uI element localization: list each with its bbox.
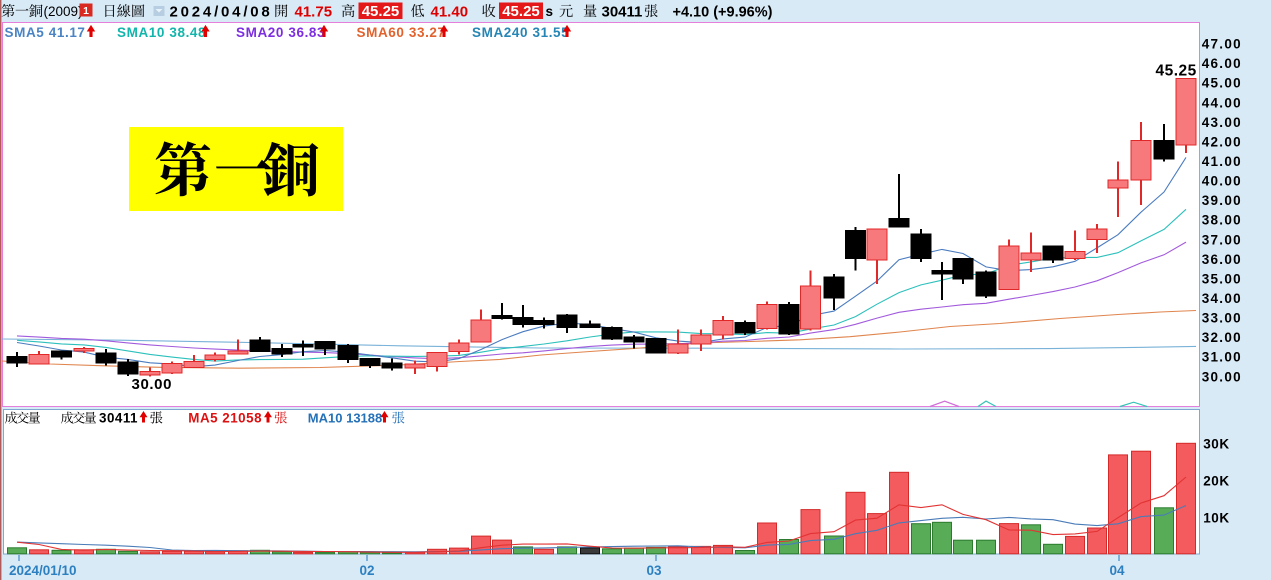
svg-text:2024/04/08: 2024/04/08 (170, 4, 273, 21)
svg-text:35.00: 35.00 (1202, 271, 1242, 286)
svg-text:39.00: 39.00 (1202, 193, 1242, 208)
svg-text:10K: 10K (1203, 511, 1229, 526)
svg-text:30.00: 30.00 (132, 376, 173, 393)
svg-text:31.00: 31.00 (1202, 350, 1242, 365)
svg-text:41.75: 41.75 (295, 4, 333, 21)
svg-text:2024/01/10: 2024/01/10 (9, 563, 77, 578)
svg-text:SMA60 33.27: SMA60 33.27 (357, 25, 446, 40)
svg-text:38.00: 38.00 (1202, 213, 1242, 228)
svg-text:45.25: 45.25 (362, 3, 400, 20)
svg-text:SMA5 41.17: SMA5 41.17 (5, 25, 86, 40)
svg-text:SMA10 38.48: SMA10 38.48 (117, 25, 206, 40)
svg-text:30411: 30411 (99, 411, 138, 426)
svg-text:1: 1 (83, 5, 89, 17)
svg-text:32.00: 32.00 (1202, 330, 1242, 345)
svg-text:SMA20 36.83: SMA20 36.83 (236, 25, 325, 40)
svg-text:41.40: 41.40 (431, 4, 469, 21)
svg-text:02: 02 (359, 563, 374, 578)
svg-text:30411: 30411 (602, 4, 643, 21)
svg-text:43.00: 43.00 (1202, 115, 1242, 130)
svg-text:45.00: 45.00 (1202, 76, 1242, 91)
svg-text:SMA240 31.55: SMA240 31.55 (472, 25, 569, 40)
svg-text:MA5 21058: MA5 21058 (188, 411, 262, 426)
svg-text:36.00: 36.00 (1202, 252, 1242, 267)
svg-text:04: 04 (1109, 563, 1125, 578)
svg-text:20K: 20K (1203, 474, 1229, 489)
svg-text:s: s (546, 4, 554, 19)
svg-text:37.00: 37.00 (1202, 232, 1242, 247)
svg-text:33.00: 33.00 (1202, 311, 1242, 326)
svg-text:44.00: 44.00 (1202, 95, 1242, 110)
svg-text:47.00: 47.00 (1202, 37, 1242, 52)
svg-text:30.00: 30.00 (1202, 369, 1242, 384)
svg-text:34.00: 34.00 (1202, 291, 1242, 306)
svg-text:(2009): (2009) (44, 4, 83, 19)
svg-text:03: 03 (646, 563, 662, 578)
svg-text:MA10 13188: MA10 13188 (308, 411, 382, 426)
svg-text:30K: 30K (1203, 437, 1229, 452)
svg-text:40.00: 40.00 (1202, 174, 1242, 189)
svg-text:41.00: 41.00 (1202, 154, 1242, 169)
svg-text:+4.10 (+9.96%): +4.10 (+9.96%) (673, 5, 773, 21)
svg-text:45.25: 45.25 (1156, 63, 1197, 80)
svg-text:46.00: 46.00 (1202, 56, 1242, 71)
svg-text:42.00: 42.00 (1202, 134, 1242, 149)
svg-text:45.25: 45.25 (502, 3, 540, 20)
